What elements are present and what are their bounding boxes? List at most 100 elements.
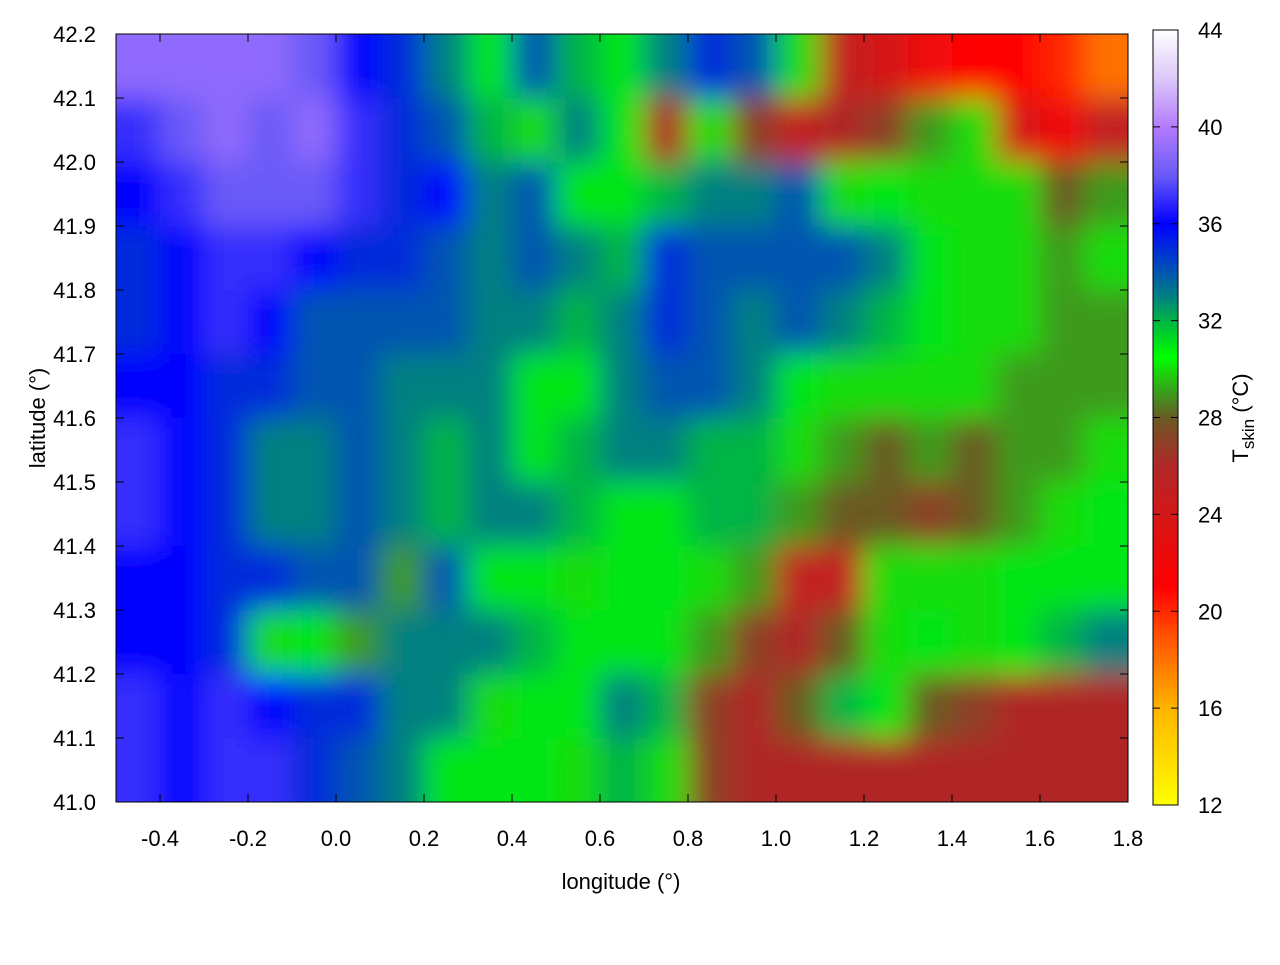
heatmap-cell (864, 482, 909, 547)
heatmap-cell (776, 674, 821, 739)
colorbar-tick-label: 44 (1198, 18, 1222, 43)
heatmap-cell (248, 418, 293, 483)
heatmap-cell (732, 98, 777, 163)
y-tick-label: 41.3 (53, 598, 96, 623)
heatmap-cell (820, 738, 865, 802)
heatmap-cell (1084, 34, 1128, 99)
heatmap-cell (1084, 610, 1128, 675)
y-tick-label: 41.4 (53, 534, 96, 559)
heatmap-cell (600, 418, 645, 483)
heatmap-cell (468, 226, 513, 291)
heatmap-cell (820, 674, 865, 739)
heatmap-cell (380, 226, 425, 291)
heatmap-cell (116, 674, 161, 739)
colorbar-tick-label: 24 (1198, 502, 1222, 527)
colorbar-label-unit: (°C) (1228, 373, 1253, 418)
heatmap-cell (512, 546, 557, 611)
colorbar-tick-label: 12 (1198, 793, 1222, 818)
heatmap-cell (424, 610, 469, 675)
heatmap-cell (512, 162, 557, 227)
heatmap-cell (1040, 418, 1085, 483)
heatmap-cell (424, 98, 469, 163)
heatmap-cell (776, 162, 821, 227)
heatmap-cell (116, 290, 161, 355)
heatmap-cell (644, 482, 689, 547)
x-tick-label: 0.0 (321, 826, 352, 851)
heatmap-cell (908, 610, 953, 675)
heatmap-cell (864, 290, 909, 355)
heatmap-cell (512, 34, 557, 99)
heatmap-cell (468, 546, 513, 611)
heatmap-cell (776, 98, 821, 163)
heatmap-cell (864, 162, 909, 227)
heatmap-cell (424, 482, 469, 547)
heatmap-cell (248, 674, 293, 739)
heatmap-cell (996, 34, 1041, 99)
heatmap-cell (336, 482, 381, 547)
heatmap-cell (160, 34, 205, 99)
heatmap-cell (600, 354, 645, 419)
heatmap-cell (512, 482, 557, 547)
heatmap-cell (292, 290, 337, 355)
heatmap-cell (952, 482, 997, 547)
heatmap-cell (116, 610, 161, 675)
y-axis-label: latitude (°) (25, 368, 50, 469)
heatmap-cell (512, 610, 557, 675)
heatmap-cell (776, 34, 821, 99)
heatmap-cell (248, 546, 293, 611)
heatmap-cell (908, 162, 953, 227)
heatmap-cell (864, 226, 909, 291)
x-tick-label: -0.2 (229, 826, 267, 851)
heatmap-cell (732, 226, 777, 291)
heatmap-cell (600, 674, 645, 739)
heatmap-cell (600, 290, 645, 355)
heatmap-cell (204, 162, 249, 227)
heatmap-cell (820, 162, 865, 227)
y-tick-label: 41.7 (53, 342, 96, 367)
heatmap-cell (424, 418, 469, 483)
heatmap-cell (688, 418, 733, 483)
heatmap-cell (908, 546, 953, 611)
heatmap-cell (204, 482, 249, 547)
x-tick-label: 1.8 (1113, 826, 1144, 851)
heatmap-cell (688, 674, 733, 739)
y-tick-label: 41.5 (53, 470, 96, 495)
heatmap-cell (644, 418, 689, 483)
heatmap-cell (160, 226, 205, 291)
heatmap-cell (908, 290, 953, 355)
x-tick-label: 1.0 (761, 826, 792, 851)
heatmap-cell (380, 738, 425, 802)
heatmap-cell (776, 354, 821, 419)
heatmap-cell (1040, 98, 1085, 163)
heatmap-cell (820, 610, 865, 675)
heatmap-cell (688, 482, 733, 547)
heatmap-cell (776, 418, 821, 483)
y-tick-label: 42.0 (53, 150, 96, 175)
heatmap-cell (512, 418, 557, 483)
heatmap-cell (556, 674, 601, 739)
heatmap-cell (732, 546, 777, 611)
heatmap-cell (424, 738, 469, 802)
heatmap-cell (820, 418, 865, 483)
heatmap-cell (380, 34, 425, 99)
heatmap-cell (732, 418, 777, 483)
heatmap-cell (820, 98, 865, 163)
heatmap-cell (248, 34, 293, 99)
heatmap-cell (292, 354, 337, 419)
heatmap-cell (776, 226, 821, 291)
heatmap-cell (512, 226, 557, 291)
y-tick-label: 41.8 (53, 278, 96, 303)
heatmap-cell (688, 98, 733, 163)
heatmap-cell (732, 738, 777, 802)
heatmap-cell (248, 610, 293, 675)
heatmap-cell (1084, 290, 1128, 355)
heatmap-cell (732, 610, 777, 675)
heatmap-cell (292, 226, 337, 291)
heatmap-cell (160, 98, 205, 163)
heatmap-cell (116, 418, 161, 483)
heatmap-cell (336, 162, 381, 227)
heatmap-cells (116, 34, 1128, 802)
heatmap-cell (204, 226, 249, 291)
y-tick-label: 41.1 (53, 726, 96, 751)
x-tick-label: 0.2 (409, 826, 440, 851)
